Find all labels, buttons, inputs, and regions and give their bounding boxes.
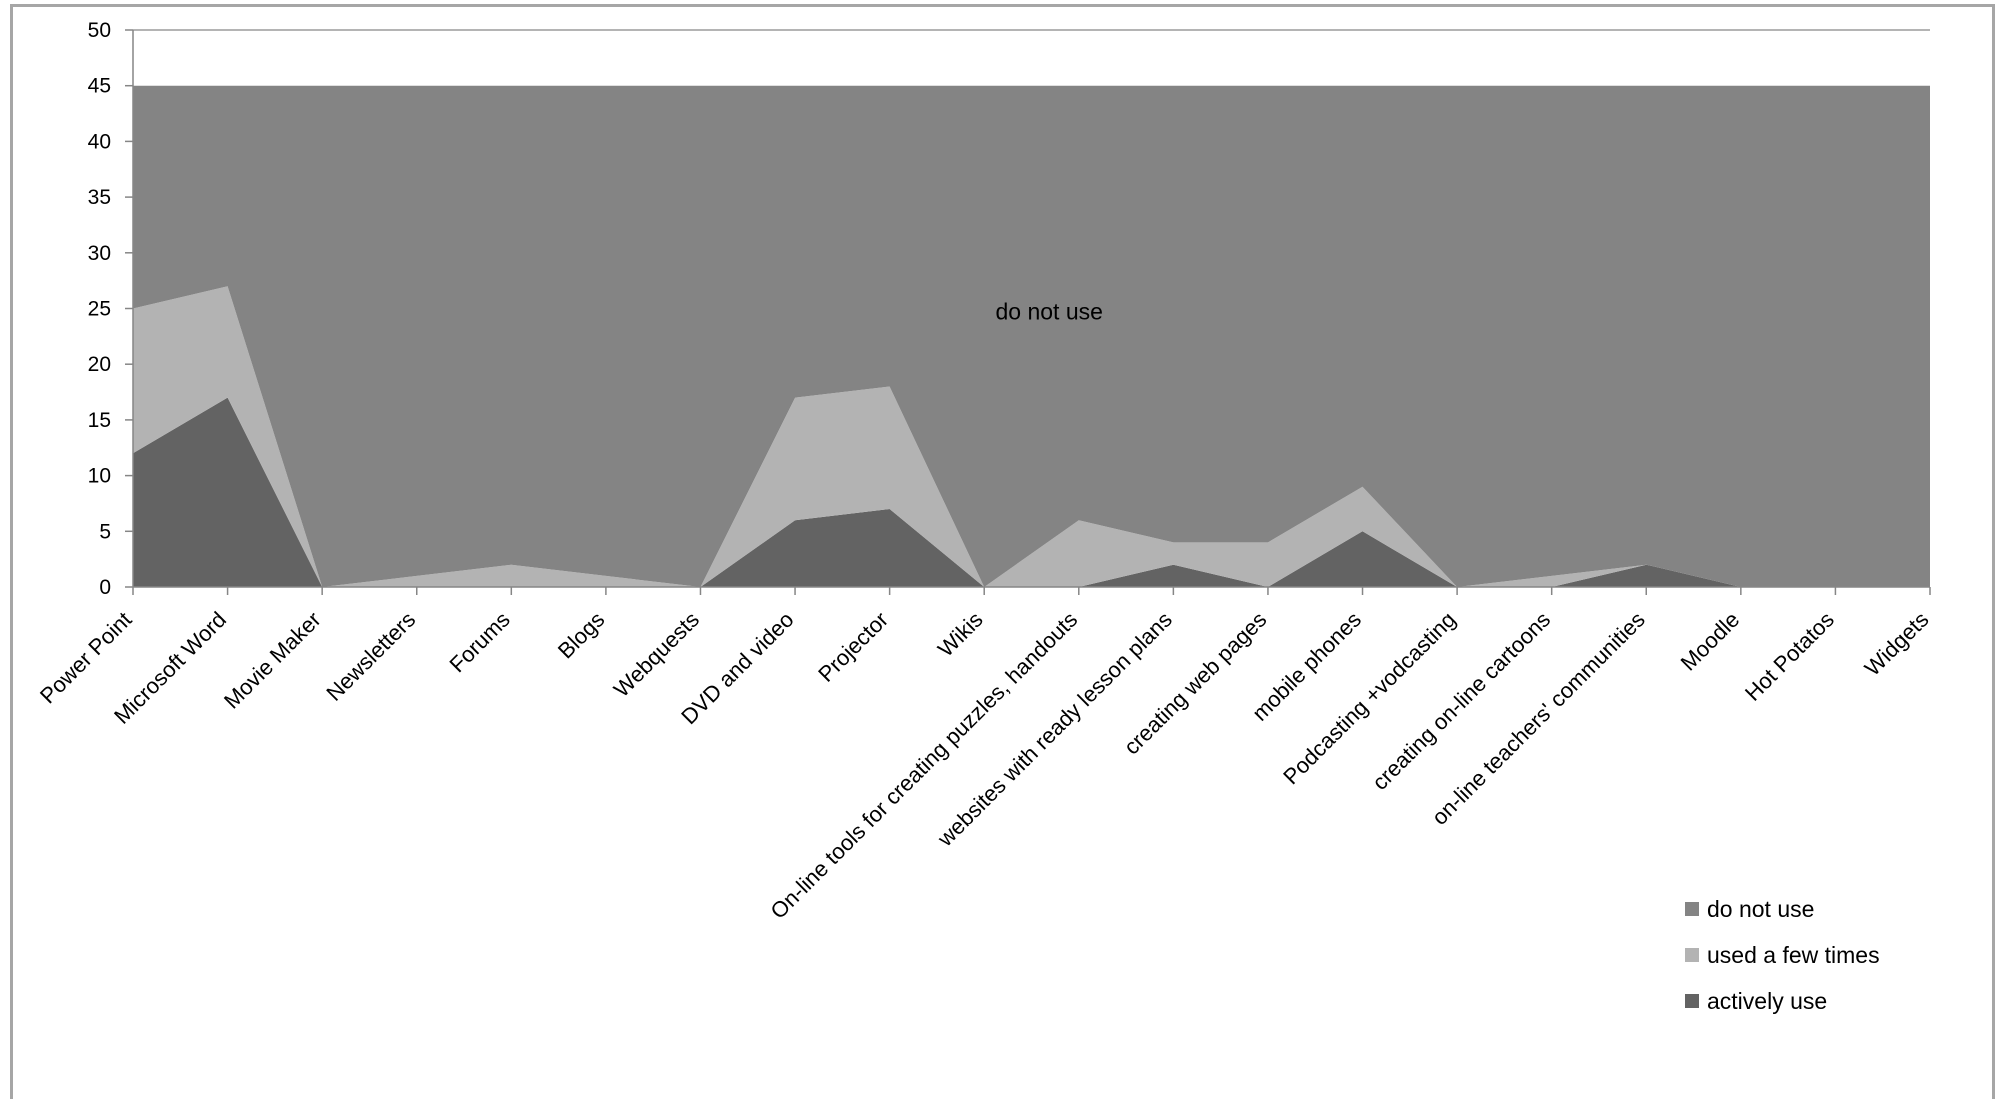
legend: do not use used a few times actively use — [1685, 896, 1880, 1014]
y-tick-label: 15 — [88, 409, 111, 432]
x-tick-label: creating on-line cartoons — [1367, 607, 1555, 795]
x-tick-label: Widgets — [1860, 607, 1934, 681]
area-do-not-use — [133, 85, 1930, 587]
y-tick-label: 25 — [88, 298, 111, 321]
y-tick-label: 30 — [88, 242, 111, 265]
x-tick-label: Movie Maker — [219, 607, 326, 714]
y-tick-label: 35 — [88, 186, 111, 209]
y-tick-label: 5 — [99, 520, 111, 543]
axes-group — [125, 29, 1931, 595]
legend-swatch-do-not-use — [1685, 902, 1699, 916]
y-tick-label: 40 — [88, 130, 111, 153]
legend-label-used-a-few-times: used a few times — [1707, 942, 1880, 968]
legend-swatch-actively-use — [1685, 994, 1699, 1008]
legend-swatch-used-a-few-times — [1685, 948, 1699, 962]
x-tick-label: Forums — [444, 607, 514, 677]
legend-label-actively-use: actively use — [1707, 988, 1827, 1014]
annotations-group: do not use — [995, 299, 1102, 325]
legend-label-do-not-use: do not use — [1707, 896, 1814, 922]
y-tick-label: 50 — [88, 19, 111, 42]
y-tick-labels: 0 5 10 15 20 25 30 35 40 45 50 — [88, 19, 111, 599]
area-used-a-few-times — [133, 286, 1930, 587]
y-tick-label: 45 — [88, 75, 111, 98]
area-series-group — [133, 85, 1930, 587]
y-tick-label: 20 — [88, 353, 111, 376]
y-tick-label: 0 — [99, 576, 111, 599]
x-tick-label: Projector — [813, 607, 893, 687]
chart-frame — [10, 4, 1995, 1099]
x-tick-label: Webquests — [609, 607, 704, 702]
data-label-annotation: do not use — [995, 299, 1102, 325]
x-tick-label: Newsletters — [321, 607, 420, 706]
x-tick-label: Blogs — [553, 607, 610, 664]
x-tick-label: Hot Potatos — [1740, 607, 1839, 706]
x-tick-label: Moodle — [1676, 607, 1745, 676]
x-tick-label: Wikis — [933, 607, 988, 662]
y-tick-label: 10 — [88, 465, 111, 488]
x-tick-label: Power Point — [35, 607, 137, 709]
area-actively-use — [133, 397, 1930, 587]
x-tick-label: Podcasting +vodcasting — [1278, 607, 1460, 789]
